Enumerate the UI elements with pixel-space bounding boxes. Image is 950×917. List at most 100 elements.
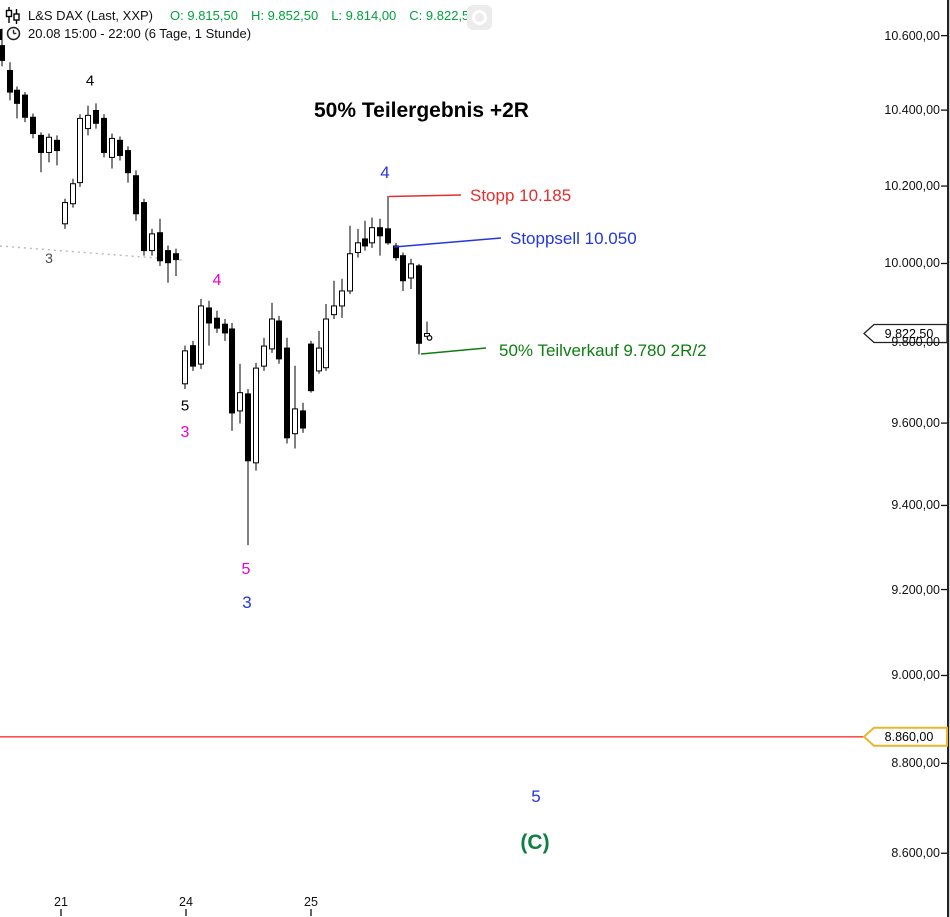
candlestick-chart-icon bbox=[5, 7, 20, 24]
y-axis-label: 9.800,00 bbox=[891, 335, 940, 350]
chart-header: L&S DAX (Last, XXP) O: 9.815,50 H: 9.852… bbox=[5, 7, 477, 24]
candle-body bbox=[182, 350, 188, 385]
candle-body bbox=[14, 89, 20, 104]
candle-body bbox=[400, 255, 406, 282]
candle-body bbox=[198, 305, 204, 365]
candle-body bbox=[22, 94, 28, 118]
stopp-annotation[interactable]: Stopp 10.185 bbox=[470, 186, 572, 205]
candle-body bbox=[222, 323, 228, 334]
high-value: H: 9.852,50 bbox=[250, 8, 319, 23]
candle-body bbox=[292, 408, 298, 435]
candle-body bbox=[416, 265, 422, 344]
candle-body bbox=[149, 233, 155, 252]
candle-body bbox=[70, 183, 76, 205]
wave-label-4[interactable]: 4 bbox=[85, 72, 95, 90]
candle-body bbox=[93, 109, 99, 124]
chart-title-annotation[interactable]: 50% Teilergebnis +2R bbox=[314, 99, 529, 122]
candle-body bbox=[30, 116, 36, 134]
candle-body bbox=[109, 137, 115, 158]
close-value: C: 9.822,50 bbox=[409, 8, 477, 23]
candle-body bbox=[347, 253, 353, 292]
candle-body bbox=[62, 202, 68, 225]
candle-body bbox=[85, 114, 91, 130]
stopp-leader-line[interactable] bbox=[388, 194, 462, 198]
candle-body bbox=[141, 202, 147, 252]
wave-label-3[interactable]: 3 bbox=[242, 593, 252, 612]
candle-body bbox=[38, 134, 44, 153]
x-axis-day-label: 21 bbox=[54, 895, 68, 909]
candle-body bbox=[362, 238, 368, 247]
candle-body bbox=[7, 69, 13, 93]
y-axis-label: 10.600,00 bbox=[884, 28, 940, 43]
candle-body bbox=[54, 139, 60, 152]
candle-body bbox=[316, 347, 322, 372]
clock-icon bbox=[6, 26, 21, 41]
wave-label-5[interactable]: 5 bbox=[180, 397, 190, 415]
y-axis-label: 9.600,00 bbox=[891, 416, 940, 431]
candle-body bbox=[276, 320, 282, 360]
candle-body bbox=[331, 305, 337, 316]
x-axis-day-label: 24 bbox=[179, 895, 193, 909]
y-axis-label: 8.600,00 bbox=[891, 846, 940, 861]
y-axis-line bbox=[947, 0, 950, 917]
y-axis-label: 10.000,00 bbox=[884, 256, 940, 271]
open-value: O: 9.815,50 bbox=[170, 8, 238, 23]
candle-body bbox=[206, 307, 212, 324]
candle-body bbox=[377, 227, 383, 237]
ohlc-readout: O: 9.815,50 H: 9.852,50 L: 9.814,00 C: 9… bbox=[170, 8, 477, 23]
alert-price-tag-text: 8.860,00 bbox=[884, 729, 934, 744]
candle-body bbox=[339, 290, 345, 307]
wave-label-3[interactable]: 3 bbox=[180, 424, 190, 441]
candle-body bbox=[369, 227, 375, 244]
symbol-name: L&S DAX (Last, XXP) bbox=[28, 8, 153, 23]
candle-body bbox=[0, 45, 5, 61]
candle-body bbox=[269, 318, 275, 350]
stoppsell-leader-line[interactable] bbox=[393, 237, 502, 248]
clipped-toolbar-icon bbox=[0, 29, 2, 40]
timeframe-label: 20.08 15:00 - 22:00 (6 Tage, 1 Stunde) bbox=[28, 26, 252, 41]
y-axis-label: 9.200,00 bbox=[891, 582, 940, 597]
wave-label-3[interactable]: 3 bbox=[45, 250, 53, 266]
last-price-tag-text: 9.822,50 bbox=[884, 326, 934, 341]
candle-body bbox=[117, 139, 123, 156]
y-axis-label: 9.000,00 bbox=[891, 668, 940, 683]
candle-body bbox=[308, 343, 314, 392]
trendline-dotted[interactable] bbox=[0, 245, 183, 261]
alert-price-tag[interactable] bbox=[862, 726, 948, 747]
stoppsell-annotation[interactable]: Stoppsell 10.050 bbox=[510, 229, 637, 248]
candle-body bbox=[157, 232, 163, 262]
y-axis-label: 8.800,00 bbox=[891, 756, 940, 771]
candle-body bbox=[408, 263, 414, 279]
candle-body bbox=[101, 117, 107, 153]
teilverkauf-leader-line[interactable] bbox=[420, 347, 487, 355]
candle-body bbox=[424, 333, 430, 337]
candle-body bbox=[173, 253, 179, 261]
wave-label-5[interactable]: 5 bbox=[531, 787, 541, 806]
candle-body bbox=[385, 228, 391, 244]
candle-body bbox=[355, 242, 361, 254]
last-price-tag bbox=[863, 323, 948, 344]
candle-body bbox=[253, 367, 259, 464]
teilverkauf-annotation[interactable]: 50% Teilverkauf 9.780 2R/2 bbox=[499, 341, 707, 360]
low-value: L: 9.814,00 bbox=[331, 8, 397, 23]
candle-body bbox=[393, 245, 399, 259]
candle-body bbox=[133, 175, 139, 215]
candle-body bbox=[165, 250, 171, 264]
candle-body bbox=[214, 317, 220, 329]
candle-body bbox=[323, 318, 329, 369]
wave-label-4[interactable]: 4 bbox=[380, 163, 390, 182]
wave-label-c[interactable]: (C) bbox=[520, 831, 550, 854]
candle-body bbox=[125, 150, 131, 174]
y-axis-label: 9.400,00 bbox=[891, 498, 940, 513]
y-axis-label: 10.400,00 bbox=[884, 103, 940, 118]
wave-label-5[interactable]: 5 bbox=[241, 561, 251, 578]
chart-settings-button[interactable] bbox=[467, 5, 492, 30]
wave-label-4[interactable]: 4 bbox=[212, 272, 222, 289]
candle-body bbox=[190, 345, 196, 367]
candle-body bbox=[229, 328, 235, 414]
x-axis-day-label: 25 bbox=[304, 895, 318, 909]
candle-body bbox=[237, 392, 243, 412]
candle-body bbox=[284, 347, 290, 439]
